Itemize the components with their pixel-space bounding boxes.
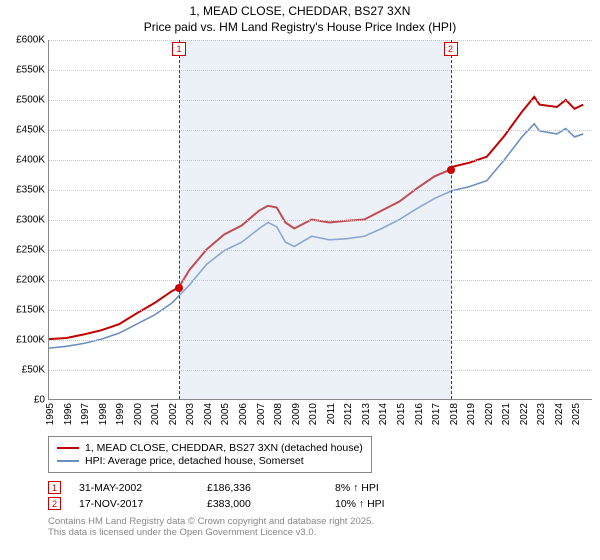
y-axis-label: £150K — [16, 305, 45, 316]
legend-swatch — [57, 447, 79, 449]
legend-row: 1, MEAD CLOSE, CHEDDAR, BS27 3XN (detach… — [57, 442, 363, 454]
sale-vline — [451, 40, 452, 399]
footnote-line1: Contains HM Land Registry data © Crown c… — [48, 516, 592, 527]
x-axis-label: 2023 — [536, 403, 547, 425]
x-axis-label: 2003 — [185, 403, 196, 425]
gridline — [49, 40, 592, 41]
sale-data-point — [175, 284, 183, 292]
sale-date: 17-NOV-2017 — [79, 498, 189, 510]
x-axis-label: 2022 — [519, 403, 530, 425]
x-axis-label: 2006 — [238, 403, 249, 425]
gridline — [49, 130, 592, 131]
y-axis-label: £350K — [16, 185, 45, 196]
y-axis-label: £400K — [16, 155, 45, 166]
x-axis-label: 2014 — [378, 403, 389, 425]
y-axis-label: £200K — [16, 275, 45, 286]
x-axis-label: 2002 — [168, 403, 179, 425]
gridline — [49, 370, 592, 371]
gridline — [49, 280, 592, 281]
x-axis-label: 1995 — [45, 403, 56, 425]
x-axis-label: 1999 — [115, 403, 126, 425]
sale-delta: 10% ↑ HPI — [335, 498, 445, 510]
gridline — [49, 220, 592, 221]
y-axis-label: £0 — [34, 395, 45, 406]
x-axis-label: 2024 — [554, 403, 565, 425]
sale-id-box: 1 — [48, 481, 61, 494]
x-axis-label: 2007 — [256, 403, 267, 425]
x-axis-label: 2021 — [501, 403, 512, 425]
x-axis-label: 2020 — [484, 403, 495, 425]
x-axis-label: 1997 — [80, 403, 91, 425]
sale-row: 1 31-MAY-2002 £186,336 8% ↑ HPI — [48, 481, 592, 494]
gridline — [49, 340, 592, 341]
sale-marker-box: 2 — [444, 42, 458, 56]
gridline — [49, 190, 592, 191]
x-axis-label: 2000 — [133, 403, 144, 425]
x-axis-label: 2015 — [396, 403, 407, 425]
sale-marker-box: 1 — [172, 42, 186, 56]
x-axis-label: 2008 — [273, 403, 284, 425]
y-axis-label: £450K — [16, 125, 45, 136]
y-axis-label: £250K — [16, 245, 45, 256]
sale-id-box: 2 — [48, 497, 61, 510]
plot-region: £0£50K£100K£150K£200K£250K£300K£350K£400… — [48, 40, 592, 400]
legend-row: HPI: Average price, detached house, Some… — [57, 455, 363, 467]
sale-price: £383,000 — [207, 498, 317, 510]
x-axis-label: 2009 — [291, 403, 302, 425]
y-axis-label: £300K — [16, 215, 45, 226]
sale-data-point — [447, 166, 455, 174]
x-axis-label: 2011 — [326, 403, 337, 425]
sale-row: 2 17-NOV-2017 £383,000 10% ↑ HPI — [48, 497, 592, 510]
sale-vline — [179, 40, 180, 399]
x-axis-label: 1996 — [63, 403, 74, 425]
y-axis-label: £550K — [16, 65, 45, 76]
gridline — [49, 310, 592, 311]
x-axis-label: 2018 — [449, 403, 460, 425]
chart-header: 1, MEAD CLOSE, CHEDDAR, BS27 3XN Price p… — [0, 0, 600, 35]
x-axis-label: 2016 — [414, 403, 425, 425]
x-axis-label: 2017 — [431, 403, 442, 425]
legend-swatch — [57, 460, 79, 462]
gridline — [49, 70, 592, 71]
sales-table: 1 31-MAY-2002 £186,336 8% ↑ HPI 2 17-NOV-2017… — [48, 481, 592, 510]
sale-price: £186,336 — [207, 482, 317, 494]
x-axis-label: 2005 — [220, 403, 231, 425]
y-axis-label: £100K — [16, 335, 45, 346]
x-axis-label: 2025 — [571, 403, 582, 425]
x-axis-label: 2004 — [203, 403, 214, 425]
title-address: 1, MEAD CLOSE, CHEDDAR, BS27 3XN — [0, 4, 600, 20]
chart-area: £0£50K£100K£150K£200K£250K£300K£350K£400… — [48, 40, 592, 420]
gridline — [49, 250, 592, 251]
legend-panel: 1, MEAD CLOSE, CHEDDAR, BS27 3XN (detach… — [48, 436, 592, 539]
y-axis-label: £600K — [16, 35, 45, 46]
title-subtitle: Price paid vs. HM Land Registry's House … — [0, 20, 600, 36]
sale-delta: 8% ↑ HPI — [335, 482, 445, 494]
x-axis-label: 2019 — [466, 403, 477, 425]
footnote-line2: This data is licensed under the Open Gov… — [48, 527, 592, 538]
gridline — [49, 160, 592, 161]
y-axis-label: £50K — [22, 365, 45, 376]
y-axis-label: £500K — [16, 95, 45, 106]
x-axis-label: 2010 — [308, 403, 319, 425]
legend-box: 1, MEAD CLOSE, CHEDDAR, BS27 3XN (detach… — [48, 436, 372, 473]
x-axis-label: 1998 — [98, 403, 109, 425]
footnote: Contains HM Land Registry data © Crown c… — [48, 516, 592, 539]
sale-date: 31-MAY-2002 — [79, 482, 189, 494]
legend-label: 1, MEAD CLOSE, CHEDDAR, BS27 3XN (detach… — [85, 442, 363, 454]
legend-label: HPI: Average price, detached house, Some… — [85, 455, 304, 467]
gridline — [49, 100, 592, 101]
x-axis-label: 2001 — [150, 403, 161, 425]
x-axis-label: 2013 — [361, 403, 372, 425]
x-axis-label: 2012 — [343, 403, 354, 425]
